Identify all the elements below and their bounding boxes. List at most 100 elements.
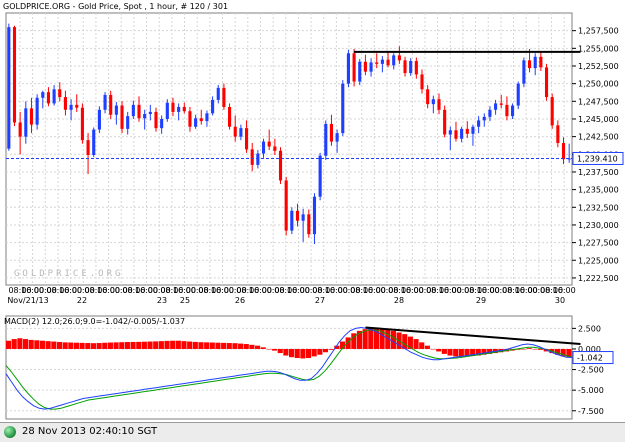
time-tick-label: 00:00: [72, 286, 95, 295]
candle-body: [58, 89, 62, 98]
candle-body: [488, 109, 492, 117]
candle: [120, 101, 124, 134]
candle-body: [261, 141, 266, 154]
candle: [369, 58, 373, 77]
watermark: GOLDPRICE.ORG: [14, 269, 123, 279]
candle-body: [126, 116, 130, 129]
macd-histogram-bar: [11, 339, 17, 349]
candle-body: [41, 92, 45, 98]
candle: [443, 105, 447, 138]
candle: [250, 142, 254, 172]
time-tick-label: 00:00: [148, 286, 171, 295]
current-price-box: 1,239.410: [572, 151, 624, 165]
date-tick-label: 30: [555, 296, 565, 305]
candle-body: [211, 99, 215, 114]
macd-histogram-bar: [34, 340, 40, 349]
candle: [352, 49, 356, 87]
candle: [561, 137, 566, 165]
macd-histogram-bar: [96, 343, 102, 349]
macd-histogram-bar: [390, 330, 396, 349]
candle-body: [358, 61, 362, 82]
candle-body: [499, 103, 503, 105]
price-panel: [5, 12, 573, 286]
candle: [454, 121, 458, 142]
candle: [511, 103, 515, 119]
candle: [194, 114, 198, 129]
candle: [211, 96, 215, 116]
candle: [35, 94, 39, 130]
macd-histogram-bar: [526, 348, 532, 349]
macd-histogram-bar: [226, 343, 232, 349]
time-tick-label: 16:00: [21, 286, 44, 295]
macd-histogram-bar: [119, 342, 125, 349]
price-y-axis: 1,222,500 1,225,000 1,227,500 1,230,000 1,23…: [572, 27, 619, 283]
candle-body: [244, 128, 249, 150]
candle-body: [46, 92, 51, 104]
time-tick-label: 08:00: [464, 286, 487, 295]
candle: [499, 94, 503, 109]
time-tick-label: 00:00: [527, 286, 550, 295]
time-tick-label: 08:00: [502, 286, 525, 295]
macd-tick-label: -5.000: [578, 386, 604, 395]
macd-current-label: -1.042: [577, 354, 603, 363]
time-tick-label: 16:00: [135, 286, 158, 295]
macd-histogram-bar: [266, 348, 272, 350]
time-tick-label: 16:00: [477, 286, 500, 295]
candle-body: [52, 89, 56, 104]
candle: [46, 87, 51, 107]
macd-histogram-bar: [56, 341, 63, 349]
candle: [544, 63, 549, 101]
candle: [420, 69, 424, 94]
date-tick-label: 25: [180, 296, 190, 305]
price-tick-label: 1,257,500: [578, 27, 619, 36]
candle-body: [86, 140, 90, 156]
time-tick-label: 00:00: [300, 286, 323, 295]
time-tick-label: 08:00: [8, 286, 31, 295]
macd-histogram-bar: [232, 343, 238, 349]
candle: [41, 90, 45, 109]
candle: [477, 116, 481, 134]
macd-histogram-bar: [453, 348, 459, 357]
candle-body: [494, 103, 498, 110]
candle-body: [69, 104, 73, 110]
macd-histogram-bar: [198, 342, 204, 349]
candle-body: [392, 55, 396, 66]
candle-body: [363, 61, 367, 72]
macd-histogram-bar: [447, 348, 453, 356]
candle-body: [12, 27, 17, 123]
macd-tick-label: 0.000: [578, 345, 601, 354]
candle: [18, 111, 22, 155]
macd-histogram-bar: [356, 330, 363, 349]
macd-histogram-bar: [68, 342, 74, 349]
candle: [307, 209, 311, 238]
candle-body: [228, 106, 232, 127]
time-tick-label: 08:00: [160, 286, 183, 295]
candle-body: [160, 118, 164, 129]
candle-body: [188, 111, 192, 127]
macd-histogram-bar: [339, 341, 346, 349]
candle: [69, 99, 73, 121]
macd-histogram-bar: [441, 348, 447, 354]
macd-histogram-bar: [430, 348, 436, 350]
candle-body: [29, 108, 34, 125]
macd-histogram-bar: [521, 348, 527, 350]
candle-body: [335, 133, 339, 142]
candle-body: [403, 60, 407, 74]
candle: [222, 83, 226, 110]
candle: [284, 176, 288, 236]
candle-body: [448, 130, 452, 135]
macd-histogram-bar: [164, 340, 170, 349]
candle: [567, 143, 571, 163]
macd-histogram-bar: [305, 348, 312, 359]
macd-histogram-bar: [39, 340, 46, 349]
macd-histogram-bar: [560, 348, 566, 357]
candle: [256, 150, 260, 169]
candle: [324, 120, 328, 160]
candle-body: [522, 60, 526, 84]
macd-histogram-bar: [436, 348, 442, 352]
macd-histogram-bar: [62, 342, 68, 349]
price-tick-label: 1,230,000: [578, 221, 619, 230]
candle: [92, 127, 96, 158]
status-bar: 28 Nov 2013 02:40:10 SGT: [0, 422, 625, 442]
candle-body: [380, 59, 384, 64]
